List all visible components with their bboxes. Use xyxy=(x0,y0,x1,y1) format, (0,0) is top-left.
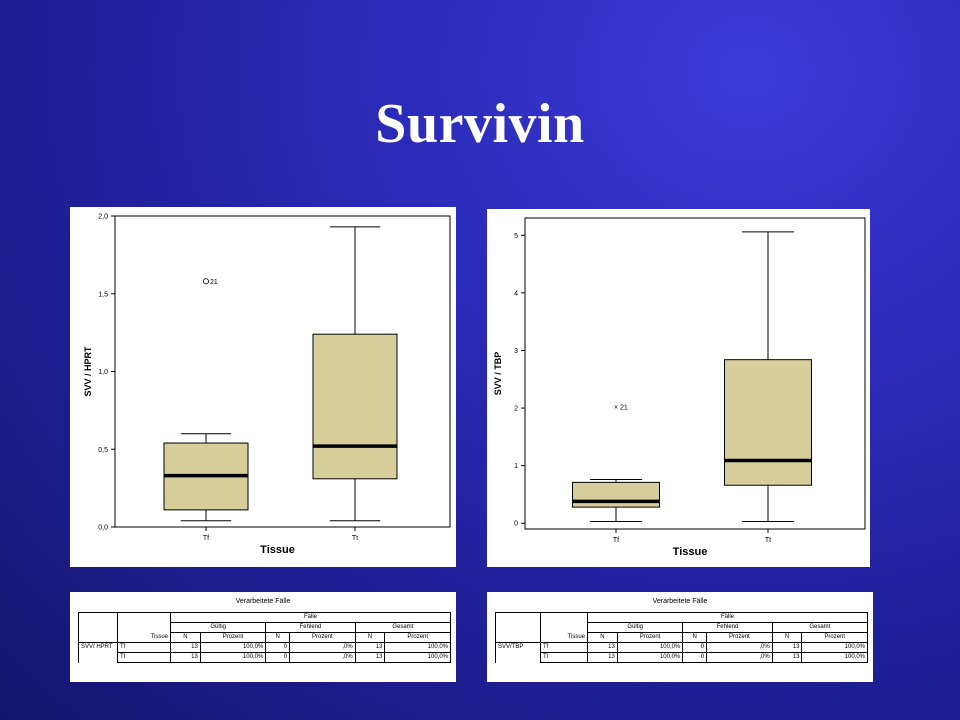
sub-header: N xyxy=(682,632,708,643)
col-group-valid: Gültig xyxy=(169,622,267,633)
y-tick-label: 0,0 xyxy=(98,525,108,532)
value-cell: 0 xyxy=(682,652,708,663)
outlier-label: 21 xyxy=(210,279,218,286)
boxplot-panel-hprt: 0,0 0,5 1,0 1,5 2,0 SVV / HPRT Tf Tt Tissue 21 xyxy=(70,207,456,567)
outlier-label: 21 xyxy=(620,404,628,411)
y-tick-label: 0,5 xyxy=(98,447,108,454)
table-row: SVV/ HPRT Tf 13 100,0% 0 ,0% 13 100,0% xyxy=(78,642,451,663)
value-cell: 13 xyxy=(354,652,386,663)
table-caption: Verarbeitete Fälle xyxy=(235,598,291,605)
y-tick-label: 4 xyxy=(514,290,518,297)
value-cell: ,0% xyxy=(706,652,773,663)
value-cell: ,0% xyxy=(706,642,773,653)
value-cell: ,0% xyxy=(289,642,356,653)
boxplot-svv-tbp: 0 1 2 3 4 5 SVV / TBP Tf Tt Tissue × 21 xyxy=(493,217,866,558)
y-tick-label: 2 xyxy=(514,406,518,413)
table-row: Tt 13 100,0% 0 ,0% 13 100,0% xyxy=(79,652,451,663)
y-tick-label: 0 xyxy=(514,521,518,528)
col-group-total: Gesamt xyxy=(354,622,452,633)
y-tick-label: 1 xyxy=(514,463,518,470)
value-cell: 0 xyxy=(265,652,291,663)
col-group-missing: Fehlend xyxy=(682,622,773,633)
dependent-label: SVV/ HPRT xyxy=(78,642,118,663)
tissue-cell: Tt xyxy=(540,652,588,663)
boxplot-panel-tbp: 0 1 2 3 4 5 SVV / TBP Tf Tt Tissue × 21 xyxy=(487,209,870,567)
x-tick-label: Tf xyxy=(613,537,619,544)
outlier-marker xyxy=(202,278,209,285)
sub-header: Prozent xyxy=(801,632,868,643)
table-row: Tt 13 100,0% 0 ,0% 13 100,0% xyxy=(496,652,868,663)
value-cell: 100,0% xyxy=(384,642,451,653)
sub-header: Prozent xyxy=(706,632,773,643)
value-cell: 13 xyxy=(771,652,803,663)
value-cell: 100,0% xyxy=(384,652,451,663)
x-tick-label: Tt xyxy=(765,537,771,544)
x-tick-label: Tt xyxy=(352,535,358,542)
value-cell: 100,0% xyxy=(801,652,868,663)
value-cell: 0 xyxy=(682,642,708,653)
sub-header: Prozent xyxy=(616,632,684,643)
box-Tt xyxy=(724,359,812,486)
boxplot-svv-hprt: 0,0 0,5 1,0 1,5 2,0 SVV / HPRT Tf Tt Tissue 21 xyxy=(83,214,451,556)
value-cell: 13 xyxy=(354,642,386,653)
value-cell: 100,0% xyxy=(199,652,267,663)
group-header: Fälle xyxy=(170,612,451,623)
case-summary-hprt: Verarbeitete Fälle Fälle Gültig Fehlend … xyxy=(70,592,456,682)
value-cell: 13 xyxy=(170,652,201,663)
value-cell: 13 xyxy=(771,642,803,653)
y-tick-label: 5 xyxy=(514,233,518,240)
value-cell: 100,0% xyxy=(616,642,684,653)
value-cell: 13 xyxy=(587,642,618,653)
sub-header: N xyxy=(354,632,386,643)
tissue-cell: Tf xyxy=(117,642,171,653)
plot-frame xyxy=(524,217,866,530)
value-cell: 100,0% xyxy=(616,652,684,663)
sub-header: N xyxy=(170,632,201,643)
x-axis-label: Tissue xyxy=(673,546,708,558)
value-cell: ,0% xyxy=(289,652,356,663)
row-var-header: Tissue xyxy=(117,632,171,643)
value-cell: 0 xyxy=(265,642,291,653)
y-tick-label: 2,0 xyxy=(98,214,108,221)
value-cell: 100,0% xyxy=(801,642,868,653)
sub-header: N xyxy=(771,632,803,643)
sub-header: N xyxy=(265,632,291,643)
y-tick-label: 1,5 xyxy=(98,291,108,298)
sub-header: N xyxy=(587,632,618,643)
outlier-marker: × xyxy=(614,404,618,411)
y-tick-label: 1,0 xyxy=(98,369,108,376)
value-cell: 13 xyxy=(170,642,201,653)
value-cell: 13 xyxy=(587,652,618,663)
slide-title: Survivin xyxy=(375,93,585,155)
box-Tt xyxy=(312,333,398,480)
case-summary-tbp: Verarbeitete Fälle Fälle Gültig Fehlend … xyxy=(487,592,873,682)
x-axis-label: Tissue xyxy=(260,544,295,556)
case-summary-table: Fälle Gültig Fehlend Gesamt Tissue N Pro… xyxy=(78,612,452,663)
x-tick-label: Tf xyxy=(203,535,209,542)
tissue-cell: Tt xyxy=(117,652,171,663)
box-Tf xyxy=(572,481,660,508)
tissue-cell: Tf xyxy=(540,642,588,653)
y-axis-label: SVV / HPRT xyxy=(83,346,93,397)
col-group-missing: Fehlend xyxy=(265,622,356,633)
value-cell: 100,0% xyxy=(199,642,267,653)
col-group-total: Gesamt xyxy=(771,622,869,633)
sub-header: Prozent xyxy=(199,632,267,643)
group-header: Fälle xyxy=(587,612,868,623)
row-var-header: Tissue xyxy=(540,632,588,643)
col-group-valid: Gültig xyxy=(586,622,684,633)
y-axis-label: SVV / TBP xyxy=(493,352,503,396)
table-caption: Verarbeitete Fälle xyxy=(652,598,708,605)
dependent-label: SVV/TBP xyxy=(495,642,541,663)
sub-header: Prozent xyxy=(384,632,451,643)
table-row: SVV/TBP Tf 13 100,0% 0 ,0% 13 100,0% xyxy=(495,642,868,663)
case-summary-table: Fälle Gültig Fehlend Gesamt Tissue N Pro… xyxy=(495,612,869,663)
sub-header: Prozent xyxy=(289,632,356,643)
y-tick-label: 3 xyxy=(514,348,518,355)
